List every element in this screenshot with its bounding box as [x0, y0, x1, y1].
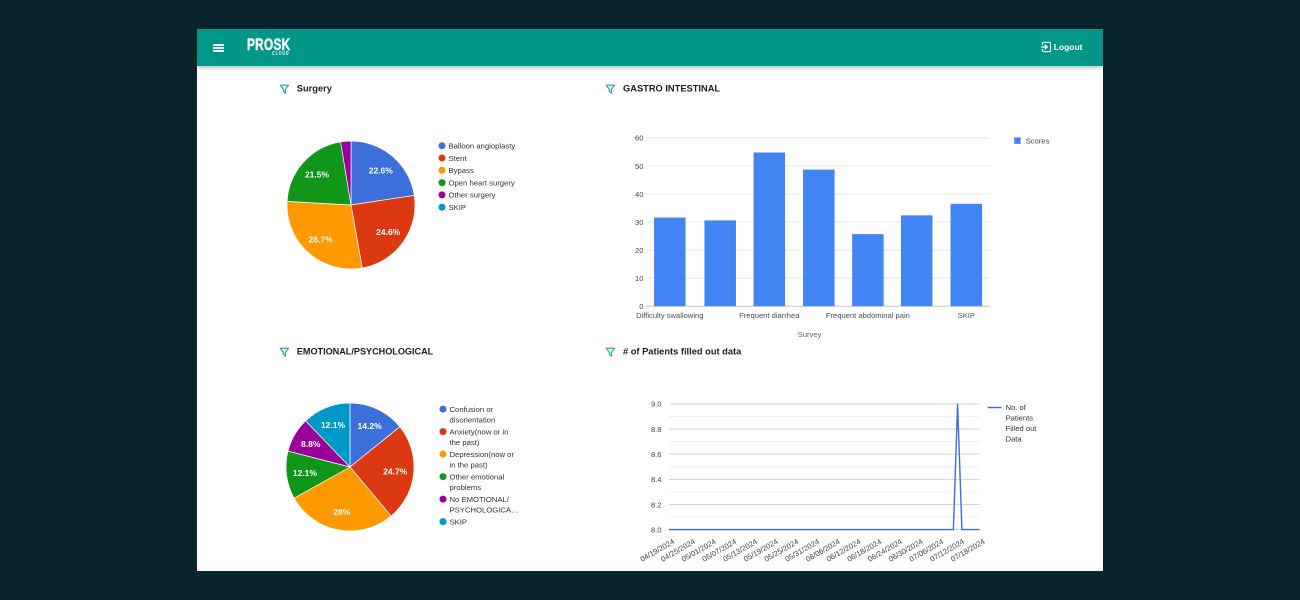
- svg-text:Surgery: Surgery: [297, 84, 333, 94]
- svg-text:14.2%: 14.2%: [358, 421, 383, 431]
- svg-text:Scores: Scores: [1026, 136, 1050, 145]
- svg-text:Open heart surgery: Open heart surgery: [449, 178, 515, 187]
- svg-text:Frequent abdominal pain: Frequent abdominal pain: [826, 311, 910, 320]
- svg-text:problems: problems: [450, 483, 482, 492]
- svg-text:Patients: Patients: [1006, 413, 1034, 422]
- svg-text:disorientation: disorientation: [450, 415, 496, 424]
- svg-text:Filled out: Filled out: [1006, 424, 1038, 433]
- svg-text:Other surgery: Other surgery: [449, 191, 496, 200]
- svg-text:GASTRO INTESTINAL: GASTRO INTESTINAL: [623, 84, 720, 94]
- svg-text:50: 50: [635, 162, 643, 171]
- svg-text:8.4: 8.4: [651, 475, 662, 484]
- svg-text:30: 30: [635, 218, 643, 227]
- svg-text:8.8%: 8.8%: [301, 439, 321, 449]
- svg-text:Bypass: Bypass: [449, 166, 474, 175]
- svg-text:8.8: 8.8: [651, 425, 662, 434]
- svg-text:Data: Data: [1006, 434, 1023, 443]
- svg-text:20: 20: [635, 246, 643, 255]
- svg-text:Balloon angioplasty: Balloon angioplasty: [449, 142, 516, 151]
- svg-text:60: 60: [635, 134, 643, 143]
- svg-text:No EMOTIONAL/: No EMOTIONAL/: [450, 495, 510, 504]
- svg-text:9.0: 9.0: [651, 400, 662, 409]
- svg-text:10: 10: [635, 274, 643, 283]
- svg-text:8.0: 8.0: [651, 525, 662, 534]
- svg-text:22.6%: 22.6%: [369, 165, 394, 175]
- svg-text:Difficulty swallowing: Difficulty swallowing: [636, 311, 703, 320]
- svg-text:No. of: No. of: [1006, 403, 1027, 412]
- svg-text:40: 40: [635, 190, 643, 199]
- svg-text:Other emotional: Other emotional: [450, 472, 505, 481]
- svg-text:24.6%: 24.6%: [376, 227, 401, 237]
- svg-text:12.1%: 12.1%: [293, 468, 318, 478]
- svg-text:Survey: Survey: [798, 330, 822, 339]
- svg-text:12.1%: 12.1%: [321, 420, 346, 430]
- svg-text:SKIP: SKIP: [958, 311, 975, 320]
- svg-text:Frequent diarrhea: Frequent diarrhea: [739, 311, 800, 320]
- svg-text:EMOTIONAL/PSYCHOLOGICAL: EMOTIONAL/PSYCHOLOGICAL: [297, 347, 434, 357]
- svg-text:0: 0: [639, 302, 643, 311]
- svg-text:in the past): in the past): [450, 460, 488, 469]
- svg-text:21.5%: 21.5%: [305, 170, 330, 180]
- svg-text:24.7%: 24.7%: [383, 467, 408, 477]
- svg-text:Anxiety(now or in: Anxiety(now or in: [450, 427, 509, 436]
- svg-text:the past): the past): [450, 438, 480, 447]
- svg-text:28.7%: 28.7%: [309, 234, 334, 244]
- svg-text:8.2: 8.2: [651, 500, 662, 509]
- svg-text:Depression(now or: Depression(now or: [450, 450, 515, 459]
- svg-text:Confusion or: Confusion or: [450, 405, 494, 414]
- svg-text:# of Patients filled out data: # of Patients filled out data: [623, 347, 742, 357]
- svg-text:SKIP: SKIP: [449, 203, 467, 212]
- svg-text:8.6: 8.6: [651, 450, 662, 459]
- svg-text:28%: 28%: [333, 507, 350, 517]
- svg-text:SKIP: SKIP: [450, 517, 468, 526]
- svg-text:PSYCHOLOGICA…: PSYCHOLOGICA…: [450, 505, 519, 514]
- svg-text:Stent: Stent: [449, 154, 468, 163]
